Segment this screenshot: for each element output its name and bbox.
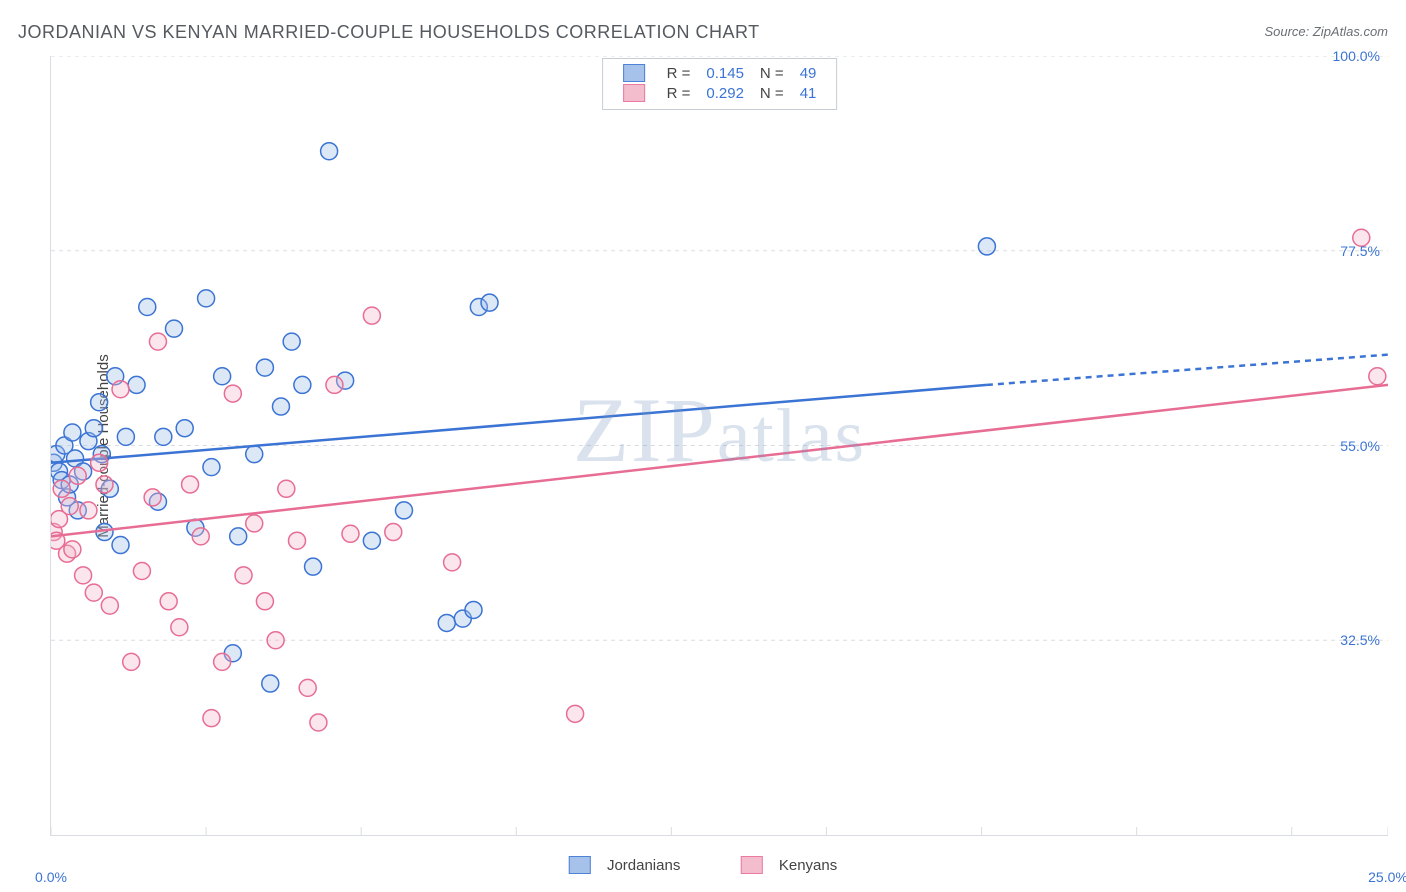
legend-label-jordanians: Jordanians (607, 857, 680, 874)
scatter-svg (51, 56, 1388, 835)
data-point (256, 359, 273, 376)
data-point (262, 675, 279, 692)
data-point (53, 480, 70, 497)
data-point (272, 398, 289, 415)
r-label: R = (667, 65, 691, 82)
data-point (85, 584, 102, 601)
swatch-jordanians (623, 64, 645, 82)
data-point (444, 554, 461, 571)
data-point (289, 532, 306, 549)
data-point (96, 476, 113, 493)
data-point (256, 593, 273, 610)
data-point (214, 653, 231, 670)
data-point (230, 528, 247, 545)
data-point (363, 307, 380, 324)
data-point (149, 333, 166, 350)
y-tick-label: 77.5% (1340, 243, 1380, 259)
n-value-kenyans: 41 (800, 85, 817, 102)
data-point (139, 299, 156, 316)
data-point (321, 143, 338, 160)
data-point (176, 420, 193, 437)
y-tick-label: 100.0% (1333, 48, 1380, 64)
y-tick-label: 32.5% (1340, 632, 1380, 648)
data-point (91, 454, 108, 471)
data-point (133, 563, 150, 580)
data-point (278, 480, 295, 497)
data-point (438, 614, 455, 631)
series-legend: Jordanians Kenyans (563, 856, 843, 874)
n-label: N = (760, 65, 784, 82)
data-point (326, 376, 343, 393)
data-point (310, 714, 327, 731)
data-point (171, 619, 188, 636)
data-point (978, 238, 995, 255)
chart-header: JORDANIAN VS KENYAN MARRIED-COUPLE HOUSE… (18, 22, 1388, 50)
data-point (69, 467, 86, 484)
stats-row-jordanians: R = 0.145 N = 49 (615, 63, 825, 83)
data-point (235, 567, 252, 584)
data-point (305, 558, 322, 575)
legend-label-kenyans: Kenyans (779, 857, 837, 874)
n-label: N = (760, 85, 784, 102)
data-point (123, 653, 140, 670)
data-point (395, 502, 412, 519)
data-point (144, 489, 161, 506)
swatch-jordanians (569, 856, 591, 874)
swatch-kenyans (741, 856, 763, 874)
data-point (61, 498, 78, 515)
data-point (166, 320, 183, 337)
data-point (385, 524, 402, 541)
swatch-kenyans (623, 84, 645, 102)
data-point (224, 385, 241, 402)
data-point (567, 705, 584, 722)
data-point (112, 537, 129, 554)
data-point (101, 597, 118, 614)
data-point (160, 593, 177, 610)
data-point (155, 428, 172, 445)
x-tick-label: 0.0% (35, 869, 67, 885)
data-point (1369, 368, 1386, 385)
data-point (192, 528, 209, 545)
data-point (112, 381, 129, 398)
data-point (267, 632, 284, 649)
r-label: R = (667, 85, 691, 102)
data-point (64, 541, 81, 558)
data-point (128, 376, 145, 393)
data-point (294, 376, 311, 393)
stats-legend: R = 0.145 N = 49 R = 0.292 N = 41 (602, 58, 838, 110)
y-tick-label: 55.0% (1340, 438, 1380, 454)
data-point (342, 525, 359, 542)
r-value-kenyans: 0.292 (706, 85, 744, 102)
stats-row-kenyans: R = 0.292 N = 41 (615, 83, 825, 103)
plot-area: R = 0.145 N = 49 R = 0.292 N = 41 ZIPatl… (50, 56, 1388, 836)
data-point (363, 532, 380, 549)
data-point (75, 567, 92, 584)
data-point (203, 459, 220, 476)
chart-title: JORDANIAN VS KENYAN MARRIED-COUPLE HOUSE… (18, 22, 760, 42)
x-tick-label: 25.0% (1368, 869, 1406, 885)
data-point (299, 679, 316, 696)
data-point (91, 394, 108, 411)
n-value-jordanians: 49 (800, 65, 817, 82)
data-point (64, 424, 81, 441)
data-point (246, 446, 263, 463)
source-attribution: Source: ZipAtlas.com (1264, 24, 1388, 39)
data-point (85, 420, 102, 437)
data-point (80, 502, 97, 519)
r-value-jordanians: 0.145 (706, 65, 744, 82)
data-point (214, 368, 231, 385)
data-point (203, 710, 220, 727)
data-point (182, 476, 199, 493)
data-point (117, 428, 134, 445)
regression-line-extrapolated (987, 355, 1388, 385)
data-point (481, 294, 498, 311)
data-point (283, 333, 300, 350)
data-point (246, 515, 263, 532)
data-point (198, 290, 215, 307)
data-point (465, 601, 482, 618)
